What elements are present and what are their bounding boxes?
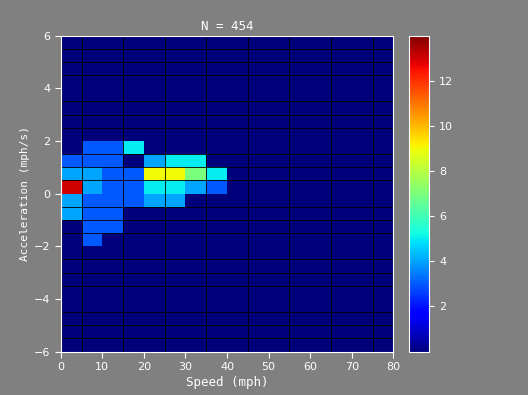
Y-axis label: Acceleration (mph/s): Acceleration (mph/s)	[20, 126, 30, 261]
Title: N = 454: N = 454	[201, 20, 253, 33]
X-axis label: Speed (mph): Speed (mph)	[186, 376, 268, 389]
